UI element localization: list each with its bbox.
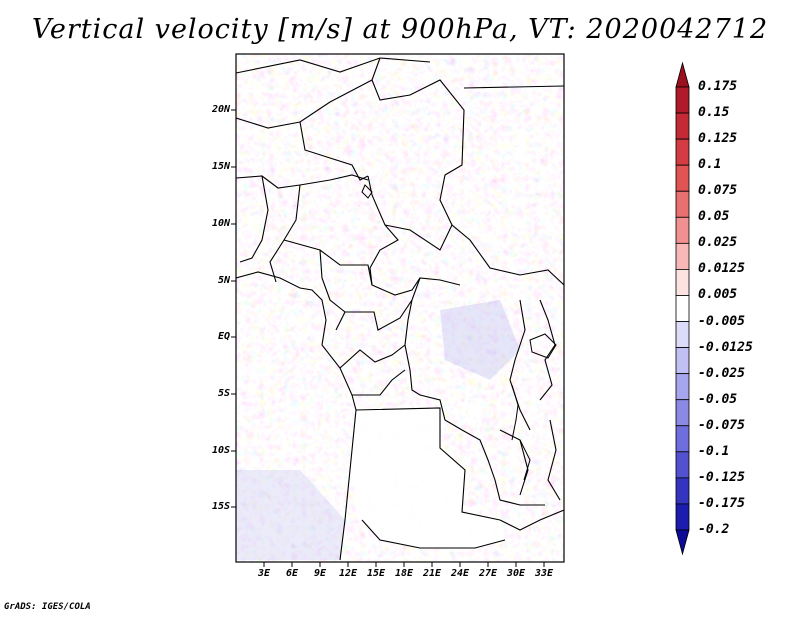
colorbar-swatch xyxy=(675,451,690,479)
colorbar-tick-label: 0.005 xyxy=(698,287,738,303)
country-borders xyxy=(236,57,564,561)
colorbar-swatch xyxy=(675,112,690,140)
colorbar-tick-label: -0.125 xyxy=(698,469,745,485)
lon-label-3e: 3E xyxy=(257,568,271,579)
colorbar-swatch xyxy=(675,399,690,427)
colorbar-tick-label: 0.1 xyxy=(698,157,722,173)
colorbar xyxy=(675,61,690,556)
colorbar-tick-label: -0.075 xyxy=(698,417,745,433)
colorbar-swatch xyxy=(675,242,690,270)
colorbar-swatch xyxy=(675,190,690,218)
colorbar-swatch xyxy=(675,164,690,192)
lat-label-20n: 20N xyxy=(211,104,230,115)
colorbar-tick-label: -0.005 xyxy=(698,313,745,329)
colorbar-swatch xyxy=(675,347,690,375)
lakes xyxy=(361,184,557,481)
lat-label-10n: 10N xyxy=(211,218,230,229)
colorbar-bottom-arrow xyxy=(675,529,690,556)
lon-label-15e: 15E xyxy=(366,568,386,579)
colorbar-swatch xyxy=(675,373,690,401)
footer-credit: GrADS: IGES/COLA xyxy=(4,602,91,612)
colorbar-tick-label: -0.2 xyxy=(698,522,730,537)
lat-label-eq: EQ xyxy=(217,331,230,342)
colorbar-tick-label: 0.05 xyxy=(698,209,730,225)
colorbar-tick-label: 0.125 xyxy=(698,131,738,147)
colorbar-tick-label: -0.025 xyxy=(698,365,745,381)
colorbar-swatch xyxy=(675,295,690,322)
colorbar-top-arrow xyxy=(675,61,690,88)
colorbar-swatch xyxy=(675,477,690,505)
lat-label-15s: 15S xyxy=(211,501,230,512)
lon-label-18e: 18E xyxy=(394,568,414,579)
lon-label-27e: 27E xyxy=(478,568,498,579)
colorbar-swatch xyxy=(675,269,690,296)
colorbar-tick-label: -0.0125 xyxy=(698,339,753,355)
colorbar-tick-label: 0.075 xyxy=(698,183,738,199)
colorbar-swatch xyxy=(675,138,690,166)
colorbar-swatch xyxy=(675,216,690,244)
lat-label-15n: 15N xyxy=(211,161,230,172)
colorbar-tick-label: 0.0125 xyxy=(698,261,745,277)
colorbar-tick-label: 0.025 xyxy=(698,235,738,251)
colorbar-tick-label: -0.1 xyxy=(698,443,730,459)
lon-label-12e: 12E xyxy=(338,568,358,579)
lon-label-30e: 30E xyxy=(506,568,526,579)
lon-label-9e: 9E xyxy=(313,568,327,579)
colorbar-swatch xyxy=(675,425,690,453)
colorbar-swatch xyxy=(675,321,690,348)
colorbar-tick-label: -0.05 xyxy=(698,391,738,407)
lat-label-5s: 5S xyxy=(217,388,230,399)
colorbar-swatch xyxy=(675,503,690,531)
lat-label-10s: 10S xyxy=(211,445,230,456)
lon-label-21e: 21E xyxy=(422,568,442,579)
lon-label-24e: 24E xyxy=(450,568,470,579)
colorbar-tick-label: 0.175 xyxy=(698,79,738,94)
lon-label-33e: 33E xyxy=(534,568,554,579)
map-title: Vertical velocity [m/s] at 900hPa, VT: 2… xyxy=(31,14,769,45)
lon-label-6e: 6E xyxy=(285,568,299,579)
velocity-field xyxy=(236,54,564,562)
axis-ticks xyxy=(231,109,545,567)
map-frame xyxy=(235,53,565,563)
lat-label-5n: 5N xyxy=(217,275,230,286)
colorbar-tick-label: 0.15 xyxy=(698,105,730,121)
colorbar-swatch xyxy=(675,86,690,114)
colorbar-tick-label: -0.175 xyxy=(698,495,745,511)
